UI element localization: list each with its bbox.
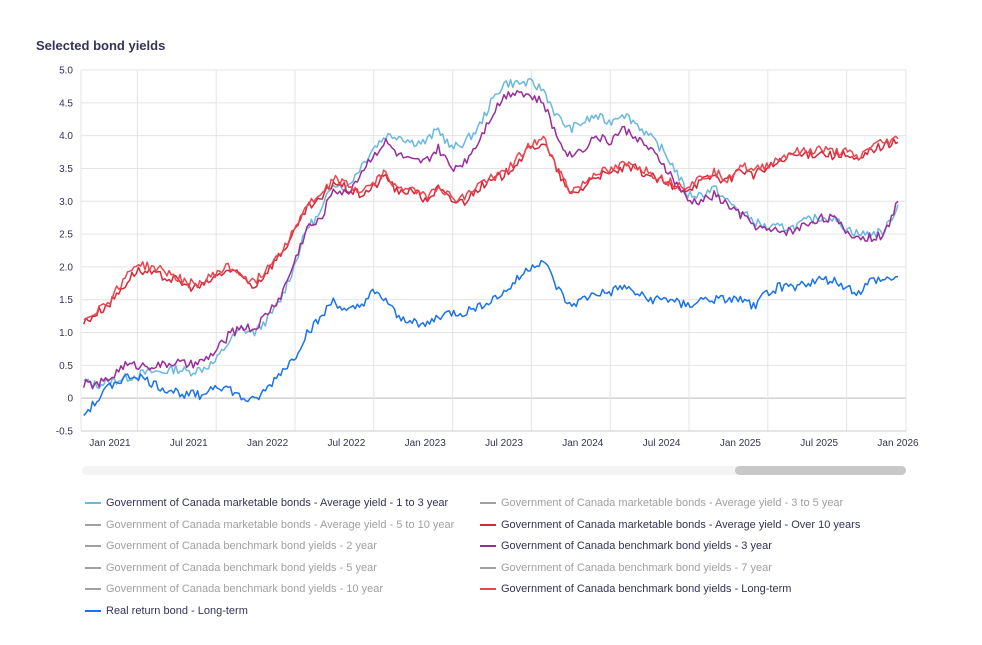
x-tick-label: Jul 2024	[643, 438, 681, 449]
legend-swatch-icon	[85, 502, 101, 504]
y-tick-label: 2.5	[59, 230, 73, 241]
legend-label: Real return bond - Long-term	[106, 604, 248, 617]
y-tick-label: 1.5	[59, 295, 73, 306]
x-tick-label: Jan 2021	[89, 438, 131, 449]
legend-item[interactable]: Government of Canada marketable bonds - …	[480, 519, 860, 531]
y-tick-label: 3.5	[59, 164, 73, 175]
x-tick-label: Jan 2022	[247, 438, 289, 449]
legend-swatch-icon	[85, 609, 101, 612]
legend-item[interactable]: Government of Canada marketable bonds - …	[85, 519, 454, 531]
y-tick-label: 2.0	[59, 262, 73, 273]
x-tick-label: Jul 2023	[485, 438, 523, 449]
y-tick-label: -0.5	[56, 427, 74, 438]
legend-label: Government of Canada marketable bonds - …	[106, 497, 449, 509]
x-tick-label: Jul 2025	[800, 438, 838, 449]
series-line-10	[83, 259, 899, 417]
y-tick-label: 0.5	[59, 361, 73, 372]
chart-title: Selected bond yields	[36, 38, 166, 53]
legend-label: Government of Canada benchmark bond yiel…	[501, 561, 772, 574]
legend-item[interactable]: Government of Canada benchmark bond yiel…	[480, 562, 772, 574]
legend-swatch-icon	[85, 588, 101, 590]
y-tick-label: 5.0	[59, 66, 73, 77]
legend-swatch-icon	[480, 523, 496, 526]
legend-label: Government of Canada benchmark bond yiel…	[106, 583, 383, 595]
x-tick-label: Jul 2022	[327, 438, 365, 449]
legend-swatch-icon	[480, 588, 496, 590]
legend-item[interactable]: Government of Canada benchmark bond yiel…	[480, 583, 791, 595]
y-tick-label: 4.0	[59, 131, 73, 142]
legend-item[interactable]: Government of Canada benchmark bond yiel…	[85, 540, 377, 552]
legend-label: Government of Canada marketable bonds - …	[501, 518, 861, 531]
legend-item[interactable]: Government of Canada benchmark bond yiel…	[85, 583, 383, 595]
legend-label: Government of Canada benchmark bond yiel…	[501, 583, 792, 595]
y-tick-label: 4.5	[59, 98, 73, 109]
x-tick-label: Jan 2023	[405, 438, 447, 449]
y-tick-label: 0	[67, 394, 73, 405]
legend-item[interactable]: Government of Canada benchmark bond yiel…	[480, 540, 772, 552]
legend-swatch-icon	[480, 545, 496, 547]
y-tick-label: 1.0	[59, 328, 73, 339]
legend-swatch-icon	[85, 523, 101, 526]
line-chart: 5.0 4.5 4.0 3.5 3.0 2.5 2.0 1.5 1.0 0.5 0 -0.5 Jan 2…	[56, 66, 919, 450]
legend-label: Government of Canada marketable bonds - …	[501, 497, 844, 509]
legend-item[interactable]: Government of Canada marketable bonds - …	[85, 497, 448, 509]
legend-item[interactable]: Government of Canada benchmark bond yiel…	[85, 562, 377, 574]
x-tick-label: Jan 2026	[877, 438, 919, 449]
scrollbar-thumb[interactable]	[735, 466, 906, 475]
x-tick-label: Jan 2024	[562, 438, 604, 449]
legend-label: Government of Canada benchmark bond yiel…	[106, 540, 377, 552]
legend-swatch-icon	[85, 566, 101, 569]
series-line-5	[82, 89, 899, 390]
legend-swatch-icon	[480, 502, 496, 504]
series-line-9	[83, 135, 899, 321]
legend-label: Government of Canada benchmark bond yiel…	[501, 540, 772, 552]
legend-swatch-icon	[480, 566, 496, 569]
legend-label: Government of Canada benchmark bond yiel…	[106, 561, 377, 574]
legend-item[interactable]: Real return bond - Long-term	[85, 605, 248, 617]
legend-item[interactable]: Government of Canada marketable bonds - …	[480, 497, 843, 509]
chart-scrollbar[interactable]	[82, 466, 906, 475]
x-tick-label: Jul 2021	[170, 438, 208, 449]
y-tick-label: 3.0	[59, 197, 73, 208]
series-line-3	[82, 138, 899, 325]
x-tick-label: Jan 2025	[720, 438, 762, 449]
legend-swatch-icon	[85, 545, 101, 547]
legend-label: Government of Canada marketable bonds - …	[106, 518, 455, 531]
